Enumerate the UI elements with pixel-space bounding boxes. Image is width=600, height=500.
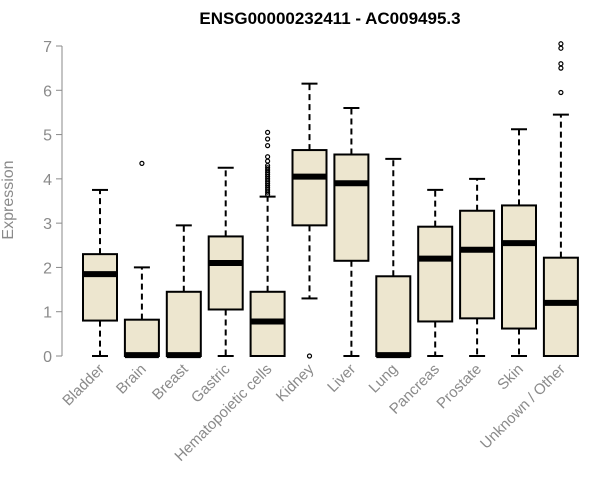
- x-tick-label: Skin: [494, 361, 527, 394]
- chart-title: ENSG00000232411 - AC009495.3: [199, 9, 460, 28]
- outlier-point: [265, 143, 271, 149]
- box-group-breast: [165, 224, 202, 359]
- iqr-box: [375, 275, 412, 357]
- box-group-unknown-other: [542, 41, 579, 357]
- outlier-point: [558, 41, 564, 47]
- iqr-box: [417, 225, 454, 323]
- iqr-box: [501, 204, 537, 330]
- y-tick-label: 7: [43, 39, 52, 56]
- outlier-point: [265, 136, 271, 142]
- outlier-point: [265, 165, 271, 171]
- box-group-pancreas: [417, 188, 454, 357]
- iqr-box: [165, 290, 202, 357]
- box-group-skin: [501, 128, 537, 357]
- x-tick-label: Breast: [149, 360, 192, 403]
- x-tick-label: Liver: [324, 361, 359, 396]
- box-group-hematopoietic-cells: [249, 129, 286, 357]
- plot-area: [82, 41, 579, 359]
- outlier-point: [265, 158, 271, 164]
- box-group-bladder: [82, 188, 118, 357]
- y-tick-label: 0: [43, 349, 52, 366]
- y-tick-label: 6: [43, 83, 52, 100]
- outlier-point: [558, 65, 564, 71]
- x-tick-label: Lung: [366, 361, 402, 397]
- box-group-liver: [333, 107, 370, 357]
- y-tick-label: 4: [43, 172, 52, 189]
- iqr-box: [207, 235, 244, 311]
- x-tick-label: Kidney: [273, 360, 318, 405]
- y-tick-label: 5: [43, 128, 52, 145]
- box-group-lung: [375, 157, 412, 359]
- x-tick-label: Bladder: [59, 361, 108, 410]
- outlier-point: [265, 154, 271, 160]
- iqr-box: [82, 253, 118, 322]
- y-tick-label: 2: [43, 260, 52, 277]
- iqr-box: [542, 256, 579, 357]
- iqr-box: [123, 318, 160, 357]
- y-tick-label: 1: [43, 305, 52, 322]
- iqr-box: [291, 149, 328, 227]
- iqr-box: [333, 153, 370, 262]
- outlier-point: [139, 160, 145, 166]
- outlier-point: [306, 353, 313, 359]
- outlier-point: [558, 45, 564, 51]
- box-group-kidney: [291, 82, 328, 359]
- outlier-point: [265, 129, 271, 135]
- y-tick-label: 3: [43, 216, 52, 233]
- x-tick-label: Brain: [113, 361, 150, 398]
- y-axis-label: Expression: [0, 160, 17, 239]
- box-group-gastric: [207, 166, 244, 357]
- iqr-box: [459, 209, 496, 320]
- y-axis: 0 1 2 3 4 5 6 7: [43, 39, 63, 366]
- box-group-prostate: [459, 177, 496, 357]
- box-group-brain: [123, 160, 160, 359]
- x-tick-label: Prostate: [433, 361, 485, 413]
- outlier-point: [558, 61, 564, 67]
- outlier-point: [558, 89, 564, 96]
